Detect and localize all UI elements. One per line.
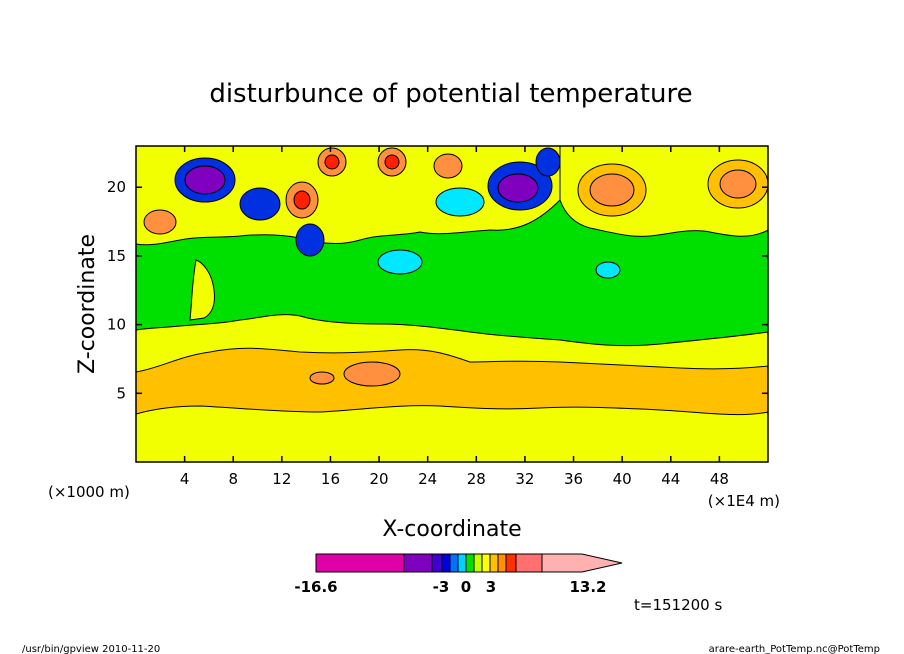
y-axis-label: Z-coordinate xyxy=(75,234,100,374)
colorbar-segment xyxy=(403,553,433,573)
colorbar-segment xyxy=(431,553,443,573)
blob-cyan xyxy=(595,261,621,279)
x-tick-label: 40 xyxy=(613,470,632,488)
colorbar-label: 3 xyxy=(486,578,496,596)
y-tick-label: 20 xyxy=(107,178,126,196)
blob-cyan xyxy=(377,249,423,275)
footer-left: /usr/bin/gpview 2010-11-20 xyxy=(22,644,160,654)
colorbar-segment xyxy=(481,553,491,573)
blob-orange xyxy=(433,153,463,179)
colorbar-labels: -16.6 -3 0 3 13.2 xyxy=(294,578,606,596)
colorbar-segment xyxy=(489,553,499,573)
colorbar-segment xyxy=(541,553,623,573)
x-tick-label: 16 xyxy=(321,470,340,488)
colorbar-segment xyxy=(473,553,483,573)
blob-orange xyxy=(719,169,757,199)
blob-orange xyxy=(309,371,335,385)
time-label: t=151200 s xyxy=(634,596,722,614)
yellow-tongue xyxy=(189,259,215,321)
blob-red xyxy=(324,154,340,170)
x-tick-label: 12 xyxy=(272,470,291,488)
orange-band xyxy=(136,347,768,416)
blob-orange xyxy=(143,209,177,235)
x-unit-right: (×1E4 m) xyxy=(708,492,780,510)
blob-red xyxy=(384,154,400,170)
x-ticks: 4 8 12 16 20 24 28 32 36 40 44 48 xyxy=(180,146,729,488)
blob-cyan xyxy=(435,187,485,217)
blob-purple xyxy=(497,173,539,203)
colorbar-segment xyxy=(505,553,517,573)
blob-orange xyxy=(589,173,635,207)
blob-orange xyxy=(343,361,401,387)
x-tick-label: 4 xyxy=(180,470,190,488)
x-axis-label: X-coordinate xyxy=(382,517,521,542)
colorbar-label: -3 xyxy=(433,578,450,596)
x-tick-label: 44 xyxy=(661,470,680,488)
colorbar-segment xyxy=(465,553,475,573)
y-tick-label: 5 xyxy=(116,384,126,402)
x-tick-label: 28 xyxy=(467,470,486,488)
chart-title: disturbunce of potential temperature xyxy=(209,79,692,109)
x-tick-label: 8 xyxy=(228,470,238,488)
colorbar-segment xyxy=(441,553,451,573)
plot-area xyxy=(136,146,768,462)
plot-frame xyxy=(135,145,769,463)
colorbar-label: 0 xyxy=(461,578,471,596)
colorbar-segment xyxy=(497,553,507,573)
y-ticks: 5 10 15 20 xyxy=(107,178,768,402)
x-tick-label: 20 xyxy=(370,470,389,488)
y-tick-label: 10 xyxy=(107,316,126,334)
x-tick-label: 32 xyxy=(515,470,534,488)
x-tick-label: 24 xyxy=(418,470,437,488)
colorbar-label: 13.2 xyxy=(569,578,606,596)
blob-red xyxy=(293,190,311,210)
colorbar-segment xyxy=(449,553,459,573)
footer-right: arare-earth_PotTemp.nc@PotTemp xyxy=(709,644,880,654)
colorbar-label: -16.6 xyxy=(294,578,337,596)
colorbar-segment xyxy=(315,553,405,573)
blob-blue xyxy=(239,187,281,221)
blob-blue xyxy=(535,147,561,177)
blob-blue xyxy=(295,223,325,257)
x-tick-label: 36 xyxy=(564,470,583,488)
colorbar-segment xyxy=(515,553,543,573)
x-unit-left: (×1000 m) xyxy=(48,483,130,501)
y-tick-label: 15 xyxy=(107,247,126,265)
x-tick-label: 48 xyxy=(710,470,729,488)
colorbar xyxy=(315,553,623,573)
colorbar-segment xyxy=(457,553,467,573)
blob-purple xyxy=(184,165,226,195)
